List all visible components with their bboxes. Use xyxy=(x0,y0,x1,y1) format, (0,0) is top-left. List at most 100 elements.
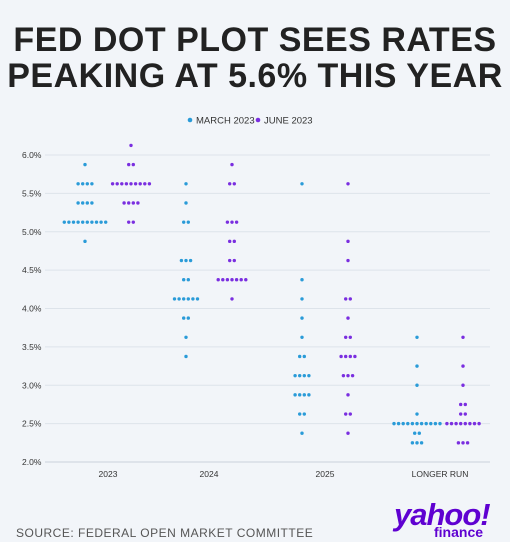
dot-marker xyxy=(90,201,94,205)
dot-marker xyxy=(415,383,419,387)
logo-word: yahoo! xyxy=(394,497,491,532)
dot-marker xyxy=(344,297,348,301)
dot-marker xyxy=(184,335,188,339)
dot-marker xyxy=(110,182,115,186)
dot-marker xyxy=(300,316,304,320)
dot-plot-chart: MARCH 2023 JUNE 2023 6.0% 5.5% 5.0% 4.5% 4.0% 3… xyxy=(22,116,490,479)
y-tick-label: 3.5% xyxy=(22,342,42,352)
dot-marker xyxy=(419,421,424,426)
dot-marker xyxy=(459,421,463,426)
dot-marker xyxy=(127,201,131,205)
dot-marker xyxy=(133,182,138,186)
dot-marker xyxy=(392,421,396,426)
headline-line-2: PEAKING AT 5.6% THIS YEAR xyxy=(7,57,503,95)
dot-marker xyxy=(186,278,190,282)
dot-marker xyxy=(350,373,355,378)
dot-marker xyxy=(415,335,419,339)
dot-marker xyxy=(90,220,94,224)
dot-marker xyxy=(138,182,142,186)
dot-marker xyxy=(232,182,236,186)
dot-marker xyxy=(477,421,481,426)
dot-marker xyxy=(302,412,306,416)
dot-marker xyxy=(195,297,200,301)
dot-marker xyxy=(300,182,304,186)
dot-marker xyxy=(401,421,405,426)
dot-marker xyxy=(348,335,352,339)
dot-marker xyxy=(76,201,80,205)
dot-marker xyxy=(104,220,108,224)
dot-marker xyxy=(415,364,419,368)
dot-marker xyxy=(230,278,234,282)
dot-marker xyxy=(339,354,343,359)
dot-marker xyxy=(136,201,140,205)
dot-marker xyxy=(341,373,346,378)
legend-label: JUNE 2023 xyxy=(264,116,313,127)
dot-marker xyxy=(419,441,424,445)
dot-marker xyxy=(353,354,357,359)
y-tick-label: 5.0% xyxy=(22,227,42,237)
dot-marker xyxy=(71,220,76,224)
y-tick-label: 2.5% xyxy=(22,419,42,429)
dot-marker xyxy=(463,421,467,426)
dot-marker xyxy=(468,421,472,426)
dot-marker xyxy=(228,258,232,263)
dot-marker xyxy=(83,162,87,167)
dot-marker xyxy=(129,143,133,148)
dot-marker xyxy=(127,220,131,224)
x-tick-label: LONGER RUN xyxy=(412,469,469,479)
dot-marker xyxy=(62,220,66,224)
y-tick-label: 4.0% xyxy=(22,304,42,314)
dot-marker xyxy=(456,441,461,445)
dot-marker xyxy=(172,297,177,301)
legend-marker xyxy=(187,117,193,123)
dot-marker xyxy=(449,421,454,426)
dot-marker xyxy=(234,278,239,282)
dot-marker xyxy=(410,441,415,445)
y-tick-label: 6.0% xyxy=(22,150,42,160)
dot-marker xyxy=(300,297,304,301)
dot-marker xyxy=(85,182,90,186)
dot-marker xyxy=(307,373,311,378)
dot-marker xyxy=(81,201,85,205)
dot-marker xyxy=(461,383,465,387)
dot-marker xyxy=(459,402,463,407)
dot-marker xyxy=(182,297,186,301)
dot-marker xyxy=(182,220,186,224)
dot-marker xyxy=(438,421,442,426)
dot-marker xyxy=(230,162,234,167)
legend-marker xyxy=(255,117,261,123)
dot-marker xyxy=(302,354,306,359)
dot-marker xyxy=(307,393,311,397)
dot-marker xyxy=(461,441,465,445)
dot-marker xyxy=(346,393,350,397)
dot-marker xyxy=(298,412,302,416)
dot-marker xyxy=(83,239,87,244)
dot-marker xyxy=(225,220,230,224)
dot-marker xyxy=(143,182,147,186)
dot-marker xyxy=(461,335,465,339)
dot-marker xyxy=(410,421,415,426)
y-tick-label: 3.0% xyxy=(22,380,42,390)
dot-marker xyxy=(461,364,465,368)
dot-marker xyxy=(186,220,190,224)
dot-marker xyxy=(129,182,133,186)
legend-label: MARCH 2023 xyxy=(196,116,255,127)
dot-marker xyxy=(424,421,428,426)
dot-marker xyxy=(348,412,352,416)
dot-marker xyxy=(186,297,190,301)
dot-marker xyxy=(300,431,304,435)
dot-marker xyxy=(127,162,131,167)
dot-marker xyxy=(298,354,302,359)
dot-marker xyxy=(81,220,85,224)
dot-marker xyxy=(293,373,297,378)
dot-marker xyxy=(348,354,352,359)
dot-marker xyxy=(115,182,119,186)
dot-marker xyxy=(147,182,152,186)
x-tick-label: 2024 xyxy=(200,469,219,479)
dot-marker xyxy=(232,239,236,244)
dot-marker xyxy=(232,258,236,263)
dot-marker xyxy=(85,201,90,205)
dot-marker xyxy=(76,182,80,186)
dot-marker xyxy=(85,220,90,224)
x-tick-label: 2023 xyxy=(99,469,118,479)
